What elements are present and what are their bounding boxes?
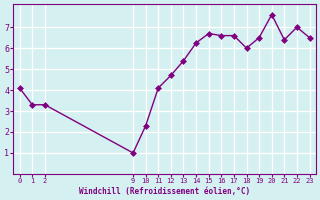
X-axis label: Windchill (Refroidissement éolien,°C): Windchill (Refroidissement éolien,°C) bbox=[79, 187, 250, 196]
